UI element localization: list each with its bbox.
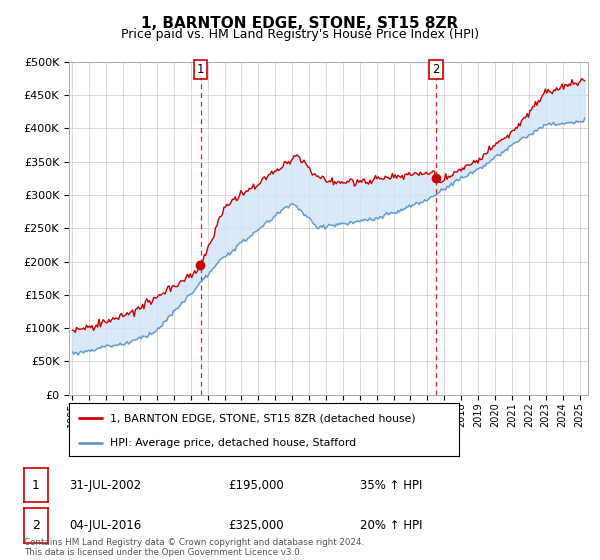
Text: £325,000: £325,000 [228,519,284,532]
Text: 1, BARNTON EDGE, STONE, ST15 8ZR (detached house): 1, BARNTON EDGE, STONE, ST15 8ZR (detach… [110,413,416,423]
Text: 1: 1 [197,63,204,76]
Text: 31-JUL-2002: 31-JUL-2002 [69,479,141,492]
Text: 35% ↑ HPI: 35% ↑ HPI [360,479,422,492]
Text: HPI: Average price, detached house, Stafford: HPI: Average price, detached house, Staf… [110,438,356,448]
Text: 04-JUL-2016: 04-JUL-2016 [69,519,141,532]
Text: 2: 2 [32,519,40,532]
Text: Price paid vs. HM Land Registry's House Price Index (HPI): Price paid vs. HM Land Registry's House … [121,28,479,41]
Text: 20% ↑ HPI: 20% ↑ HPI [360,519,422,532]
Text: 1, BARNTON EDGE, STONE, ST15 8ZR: 1, BARNTON EDGE, STONE, ST15 8ZR [142,16,458,31]
Text: £195,000: £195,000 [228,479,284,492]
Text: 1: 1 [32,479,40,492]
Text: Contains HM Land Registry data © Crown copyright and database right 2024.
This d: Contains HM Land Registry data © Crown c… [24,538,364,557]
Text: 2: 2 [432,63,440,76]
